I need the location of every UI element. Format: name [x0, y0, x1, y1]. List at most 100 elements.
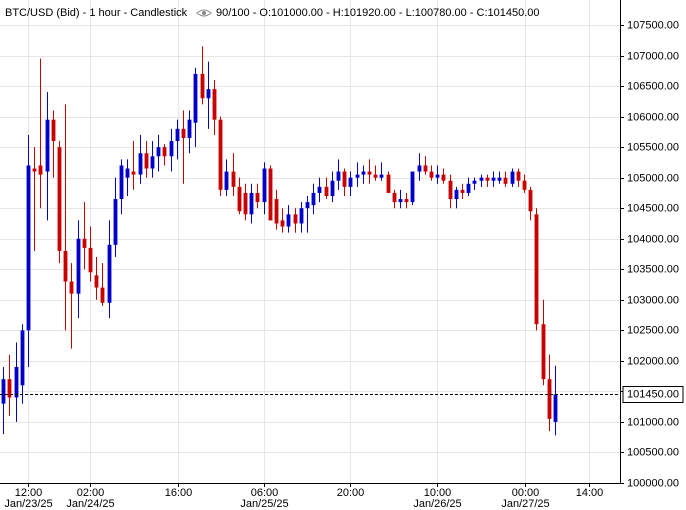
y-tick-label: 103000.00	[627, 294, 679, 306]
candle-body	[305, 202, 310, 209]
candle-body	[417, 165, 422, 172]
candle-body	[355, 174, 360, 178]
candle-body	[94, 275, 99, 288]
candle-body	[386, 174, 391, 193]
candle-body	[522, 180, 527, 190]
candle-body	[299, 208, 304, 224]
candle-body	[454, 189, 459, 200]
candle-body	[26, 165, 31, 331]
candle-body	[131, 171, 136, 175]
y-tick-label: 104500.00	[627, 202, 679, 214]
y-tick-label: 107000.00	[627, 50, 679, 62]
candle-body	[262, 168, 267, 203]
y-tick-label: 105500.00	[627, 141, 679, 153]
candle-body	[45, 119, 50, 172]
candle-body	[553, 394, 558, 422]
x-tick-label: 20:00	[337, 487, 365, 499]
candle-body	[503, 177, 508, 184]
candle-body	[243, 192, 248, 215]
x-tick-date: Jan/26/25	[413, 498, 461, 510]
candle-body	[516, 171, 521, 181]
candle-body	[249, 192, 254, 215]
candle-body	[404, 199, 409, 203]
candle-body	[392, 192, 397, 203]
eye-icon	[196, 9, 212, 17]
candle-body	[69, 281, 74, 294]
candle-body	[63, 250, 68, 282]
current-price-label: 101450.00	[627, 388, 679, 400]
axes: 100000.00100500.00101000.00101500.001020…	[4, 19, 684, 510]
candle-body	[342, 171, 347, 187]
x-tick-date: Jan/23/25	[4, 498, 52, 510]
candle-body	[144, 153, 149, 169]
candle-body	[193, 73, 198, 123]
candle-body	[293, 214, 298, 224]
candle-body	[82, 238, 87, 248]
candle-body	[485, 177, 490, 181]
candle-body	[200, 73, 205, 99]
candle-body	[268, 168, 273, 221]
candle-body	[156, 147, 161, 157]
candle-body	[218, 119, 223, 190]
x-tick-label: 10:00	[424, 487, 452, 499]
candle-body	[429, 171, 434, 178]
y-tick-label: 100500.00	[627, 446, 679, 458]
x-tick-date: Jan/24/25	[66, 498, 114, 510]
candle-body	[336, 171, 341, 181]
candle-body	[113, 199, 118, 245]
candle-body	[162, 147, 167, 157]
candle-body	[76, 238, 81, 294]
candle-body	[479, 177, 484, 181]
y-tick-label: 102500.00	[627, 324, 679, 336]
x-tick-label: 02:00	[77, 487, 105, 499]
candle-body	[7, 379, 12, 398]
candle-body	[231, 171, 236, 187]
candle-body	[169, 141, 174, 157]
candle-body	[348, 177, 353, 187]
candle-body	[38, 165, 43, 175]
y-tick-label: 105000.00	[627, 172, 679, 184]
y-tick-label: 102000.00	[627, 355, 679, 367]
candles	[0, 46, 620, 436]
candle-body	[206, 89, 211, 99]
candle-body	[20, 330, 25, 386]
candle-body	[460, 189, 465, 193]
candle-body	[311, 192, 316, 206]
candle-body	[212, 89, 217, 120]
candle-body	[100, 287, 105, 303]
candle-body	[367, 171, 372, 175]
candle-body	[547, 379, 552, 419]
candle-body	[361, 171, 366, 175]
chart-title: BTC/USD (Bid) - 1 hour - Candlestick	[5, 7, 188, 19]
candle-body	[57, 147, 62, 251]
y-tick-label: 106000.00	[627, 111, 679, 123]
candle-body	[541, 324, 546, 380]
candle-body	[175, 128, 180, 142]
y-tick-label: 103500.00	[627, 263, 679, 275]
x-tick-label: 00:00	[512, 487, 540, 499]
candle-body	[286, 214, 291, 227]
candle-body	[330, 180, 335, 196]
candle-body	[317, 186, 322, 193]
candle-body	[14, 366, 19, 398]
candle-body	[187, 119, 192, 138]
candle-body	[497, 177, 502, 181]
y-tick-label: 104000.00	[627, 233, 679, 245]
x-tick-label: 06:00	[251, 487, 279, 499]
candle-body	[255, 192, 260, 203]
candle-body	[435, 174, 440, 178]
x-tick-label: 14:00	[576, 487, 604, 499]
candle-body	[472, 180, 477, 184]
candle-body	[398, 199, 403, 203]
candle-body	[448, 180, 453, 200]
candle-body	[1, 379, 6, 404]
candle-body	[441, 174, 446, 181]
candle-body	[534, 214, 539, 325]
x-tick-label: 12:00	[15, 487, 43, 499]
y-tick-label: 100000.00	[627, 477, 679, 489]
candle-body	[88, 247, 93, 273]
candle-body	[373, 174, 378, 178]
candle-body	[324, 186, 329, 196]
y-tick-label: 101000.00	[627, 416, 679, 428]
